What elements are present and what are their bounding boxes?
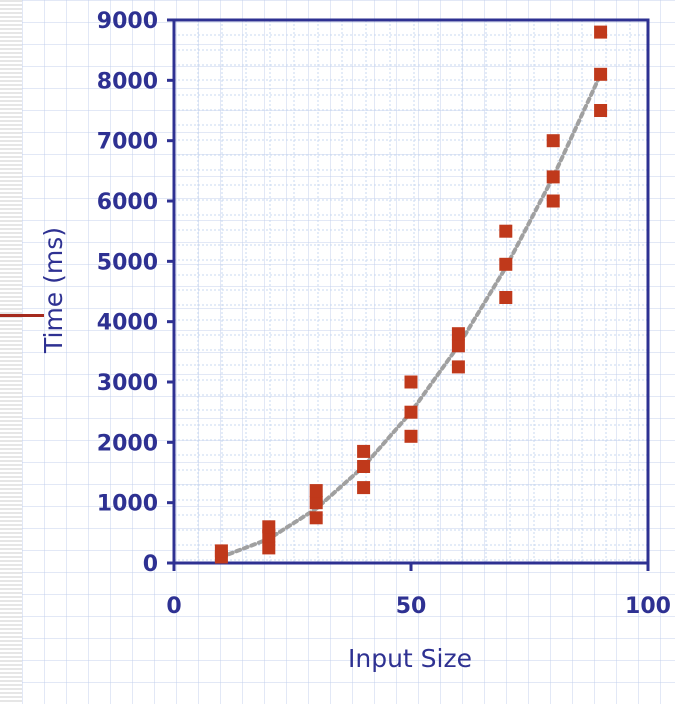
x-tick-labels: 0 50 100	[166, 594, 671, 619]
data-point	[357, 481, 371, 495]
data-point	[499, 224, 513, 238]
y-axis-title: Time (ms)	[39, 227, 68, 354]
data-point	[594, 104, 608, 117]
data-point	[594, 67, 608, 81]
data-points	[214, 25, 608, 564]
y-tick-labels: 0 1000 2000 3000 4000 5000 6000 7000 8000 9000	[97, 9, 158, 577]
y-tick-label: 6000	[97, 190, 158, 215]
y-tick-label: 9000	[97, 9, 158, 34]
x-axis-title: Input Size	[348, 644, 472, 673]
data-point	[262, 541, 276, 555]
x-tick-label: 0	[166, 594, 181, 619]
data-point	[546, 170, 560, 184]
data-point	[404, 375, 418, 389]
data-point	[451, 327, 465, 341]
data-point	[404, 429, 418, 443]
data-point	[309, 496, 323, 510]
data-point	[546, 194, 560, 208]
slide-accent-rule	[0, 314, 44, 317]
data-point	[309, 511, 323, 525]
y-tick-label: 2000	[97, 431, 158, 456]
data-point	[594, 25, 608, 39]
y-tick-label: 1000	[97, 492, 158, 517]
plot-frame	[172, 18, 650, 565]
data-point	[262, 520, 276, 534]
y-tick-label: 4000	[97, 311, 158, 336]
data-point	[499, 291, 513, 304]
data-point	[499, 257, 513, 271]
data-point	[357, 444, 371, 458]
data-point	[404, 405, 418, 419]
data-point	[451, 339, 465, 353]
y-tick-label: 8000	[97, 69, 158, 94]
y-tick-label: 0	[143, 552, 158, 577]
data-point	[214, 544, 228, 558]
grid-lines	[174, 20, 648, 563]
y-tick-label: 5000	[97, 250, 158, 275]
data-point	[546, 134, 560, 148]
x-tick-label: 50	[396, 594, 427, 619]
x-tick-label: 100	[625, 594, 671, 619]
axes	[167, 18, 650, 571]
y-tick-label: 7000	[97, 130, 158, 155]
y-tick-label: 3000	[97, 371, 158, 396]
data-point	[451, 360, 465, 374]
data-point	[309, 484, 323, 498]
slide-left-stripe	[0, 0, 22, 704]
data-point	[357, 460, 371, 473]
